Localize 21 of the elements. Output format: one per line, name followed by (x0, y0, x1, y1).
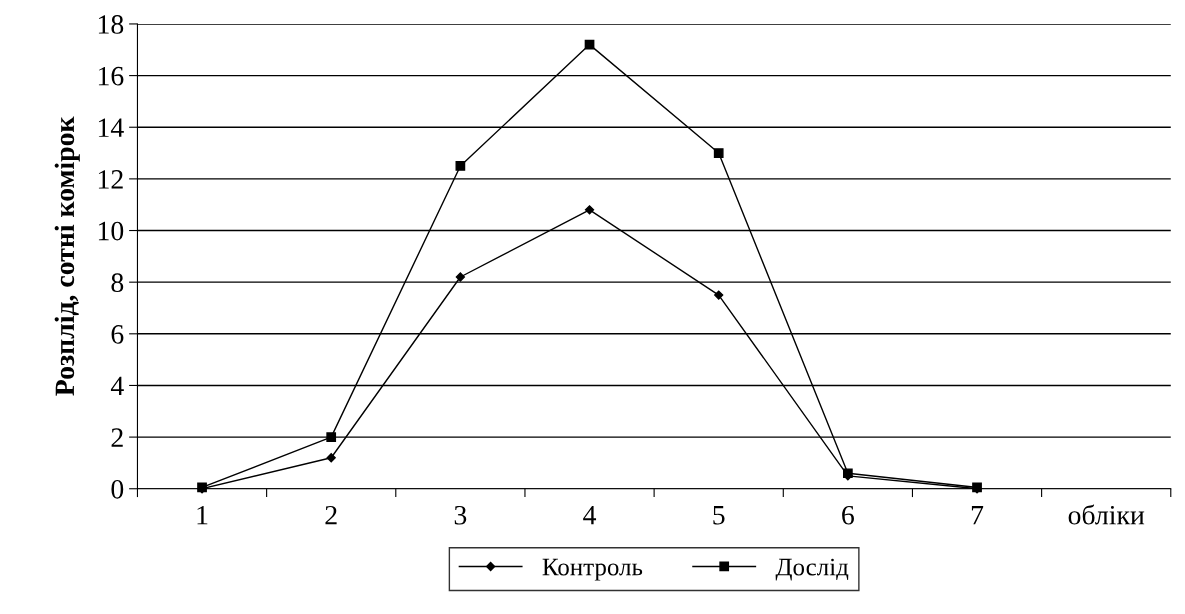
x-tick-label: 4 (583, 506, 597, 525)
y-tick-label: 4 (110, 376, 124, 396)
y-tick-label: 12 (98, 170, 123, 189)
x-axis-title: обліки (1068, 504, 1145, 525)
x-tick-label: 6 (842, 505, 854, 525)
x-tick-label: 1 (197, 505, 208, 525)
y-axis-title: Розплід, сотні комірок (54, 116, 80, 396)
y-tick-label: 14 (98, 118, 124, 137)
y-tick-label: 0 (111, 479, 124, 499)
y-tick-label: 10 (98, 221, 124, 241)
x-tick-label: 2 (325, 505, 337, 525)
x-tick-label: 7 (971, 506, 984, 525)
x-tick-label: 3 (454, 505, 467, 525)
y-tick-label: 16 (98, 66, 124, 86)
y-tick-label: 6 (111, 325, 124, 344)
y-tick-label: 2 (111, 428, 123, 447)
y-tick-label: 8 (111, 273, 124, 293)
legend-label: Дослід (775, 558, 849, 581)
legend-label: Контроль (542, 558, 643, 581)
y-tick-label: 18 (98, 15, 124, 34)
x-tick-label: 5 (713, 506, 725, 525)
